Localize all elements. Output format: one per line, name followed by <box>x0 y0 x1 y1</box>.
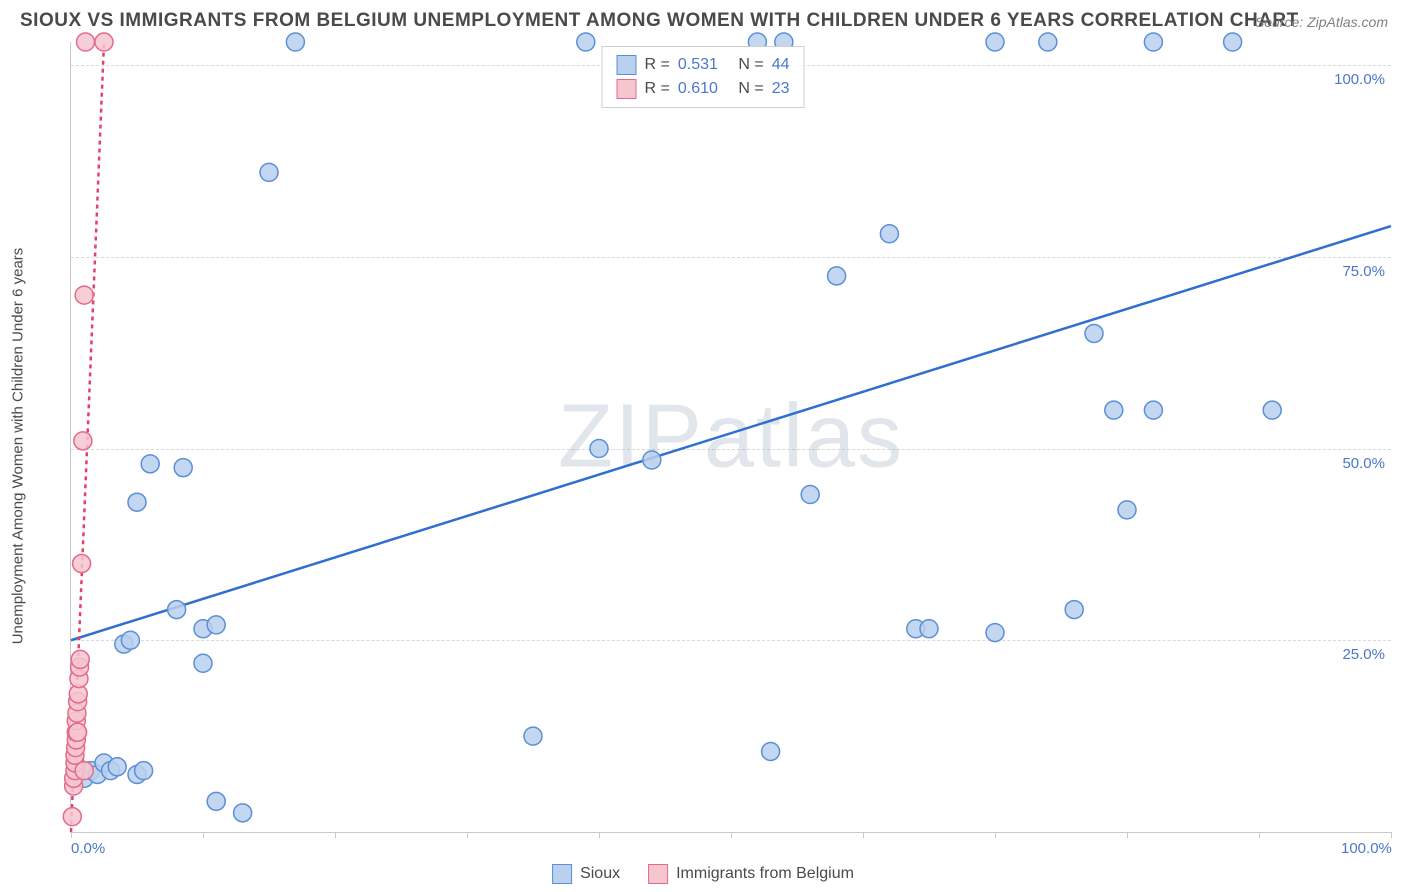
x-tick-label: 0.0% <box>71 840 105 857</box>
x-tick-label: 100.0% <box>1341 840 1392 857</box>
plot-area: ZIPatlas 25.0%50.0%75.0%100.0%0.0%100.0% <box>70 42 1391 833</box>
r-label: R = <box>645 53 670 77</box>
n-label: N = <box>738 77 763 101</box>
r-label: R = <box>645 77 670 101</box>
n-value-sioux: 44 <box>772 53 790 77</box>
swatch-sioux <box>617 55 637 75</box>
correlation-legend: R = 0.531 N = 44 R = 0.610 N = 23 <box>602 46 805 108</box>
legend-label-belgium: Immigrants from Belgium <box>676 865 854 883</box>
r-value-sioux: 0.531 <box>678 53 718 77</box>
series-legend: Sioux Immigrants from Belgium <box>552 864 854 884</box>
legend-item-belgium: Immigrants from Belgium <box>648 864 854 884</box>
swatch-sioux-icon <box>552 864 572 884</box>
chart-container: SIOUX VS IMMIGRANTS FROM BELGIUM UNEMPLO… <box>0 0 1406 892</box>
chart-title: SIOUX VS IMMIGRANTS FROM BELGIUM UNEMPLO… <box>20 10 1299 32</box>
n-value-belgium: 23 <box>772 77 790 101</box>
chart-svg <box>71 42 1391 832</box>
r-value-belgium: 0.610 <box>678 77 718 101</box>
legend-row-belgium: R = 0.610 N = 23 <box>617 77 790 101</box>
legend-item-sioux: Sioux <box>552 864 620 884</box>
n-label: N = <box>738 53 763 77</box>
source-label: Source: ZipAtlas.com <box>1255 14 1388 30</box>
legend-label-sioux: Sioux <box>580 865 620 883</box>
legend-row-sioux: R = 0.531 N = 44 <box>617 53 790 77</box>
swatch-belgium-icon <box>648 864 668 884</box>
y-axis-label: Unemployment Among Women with Children U… <box>10 248 27 645</box>
swatch-belgium <box>617 79 637 99</box>
